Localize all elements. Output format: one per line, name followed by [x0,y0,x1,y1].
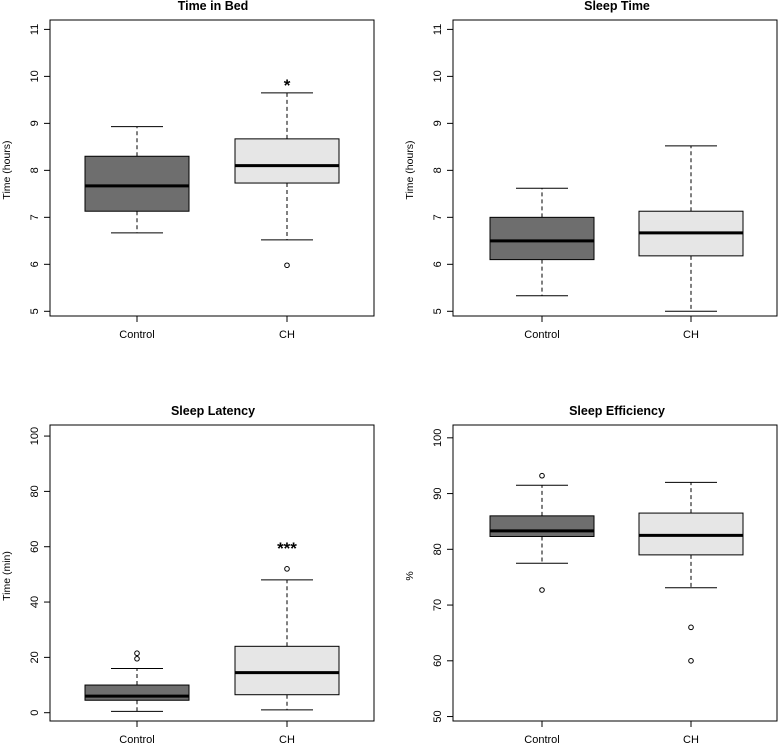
y-tick-label: 7 [432,214,444,220]
box-control [84,650,190,712]
y-tick-label: 11 [432,24,444,35]
box-control [489,187,595,297]
category-label-ch: CH [279,329,295,341]
y-tick-label: 8 [432,167,444,173]
panel-title: Time in Bed [178,0,249,13]
y-tick-label: 10 [29,70,41,82]
y-tick-label: 11 [29,24,41,35]
category-label-ch: CH [683,734,699,743]
y-tick-label: 6 [432,261,444,267]
significance-marker: * [284,76,291,95]
y-tick-label: 9 [432,120,444,126]
outlier-point [539,472,545,479]
category-label-ch: CH [279,734,295,743]
outlier-point [688,624,694,631]
box-control [489,472,595,593]
outlier-point [539,587,545,593]
box-ch [638,145,744,312]
panel-sleep-latency: Sleep Latency Time (min) Control CH *** … [1,404,375,743]
outlier-point [688,657,694,664]
box-body [234,138,340,184]
y-tick-label: 40 [29,596,41,608]
box-body [489,216,595,261]
category-label-control: Control [524,734,559,743]
y-tick-label: 9 [29,120,41,126]
plot-frame [452,19,778,317]
y-tick-label: 100 [432,429,444,447]
y-tick-label: 5 [432,308,444,314]
panel-sleep-efficiency: Sleep Efficiency % Control CH 50 60 70 80 90… [404,404,778,743]
y-tick-label: 80 [432,543,444,555]
y-tick-label: 90 [432,487,444,499]
box-ch [234,92,340,269]
plot-frame [452,424,778,722]
box-ch [234,566,340,711]
box-body [234,645,340,696]
y-axis-label: % [404,571,416,580]
y-tick-label: 100 [29,427,41,445]
y-tick-label: 6 [29,261,41,267]
y-tick-label: 7 [29,214,41,220]
box-control [84,126,190,234]
panel-title: Sleep Efficiency [569,404,665,418]
y-tick-label: 20 [29,651,41,663]
y-tick-label: 60 [432,655,444,667]
category-label-control: Control [119,734,154,743]
significance-marker: *** [277,539,297,558]
panel-title: Sleep Latency [171,404,255,418]
y-tick-label: 5 [29,308,41,314]
y-axis-label: Time (hours) [404,140,416,199]
outlier-point [284,262,290,269]
box-body [84,684,190,701]
plot-frame [49,19,375,317]
category-label-ch: CH [683,329,699,341]
outlier-point [284,566,290,572]
box-body [84,155,190,212]
y-tick-label: 60 [29,541,41,553]
panel-title: Sleep Time [584,0,650,13]
category-label-control: Control [524,329,559,341]
y-tick-label: 10 [432,70,444,82]
y-tick-label: 80 [29,485,41,497]
plot-frame [49,424,375,722]
y-tick-label: 8 [29,167,41,173]
y-tick-label: 0 [29,710,41,716]
panel-time-in-bed: Time in Bed Time (hours) Control CH * 5 6… [1,0,375,341]
y-tick-label: 70 [432,599,444,611]
category-label-control: Control [119,329,154,341]
y-axis-label: Time (hours) [1,140,13,199]
outlier-point [134,650,140,657]
box-body [489,515,595,537]
outlier-point [134,655,140,662]
y-tick-label: 50 [432,710,444,722]
panel-sleep-time: Sleep Time Time (hours) Control CH 5 6 7 8 9… [404,0,778,341]
box-ch [638,481,744,664]
y-axis-label: Time (min) [1,551,13,601]
